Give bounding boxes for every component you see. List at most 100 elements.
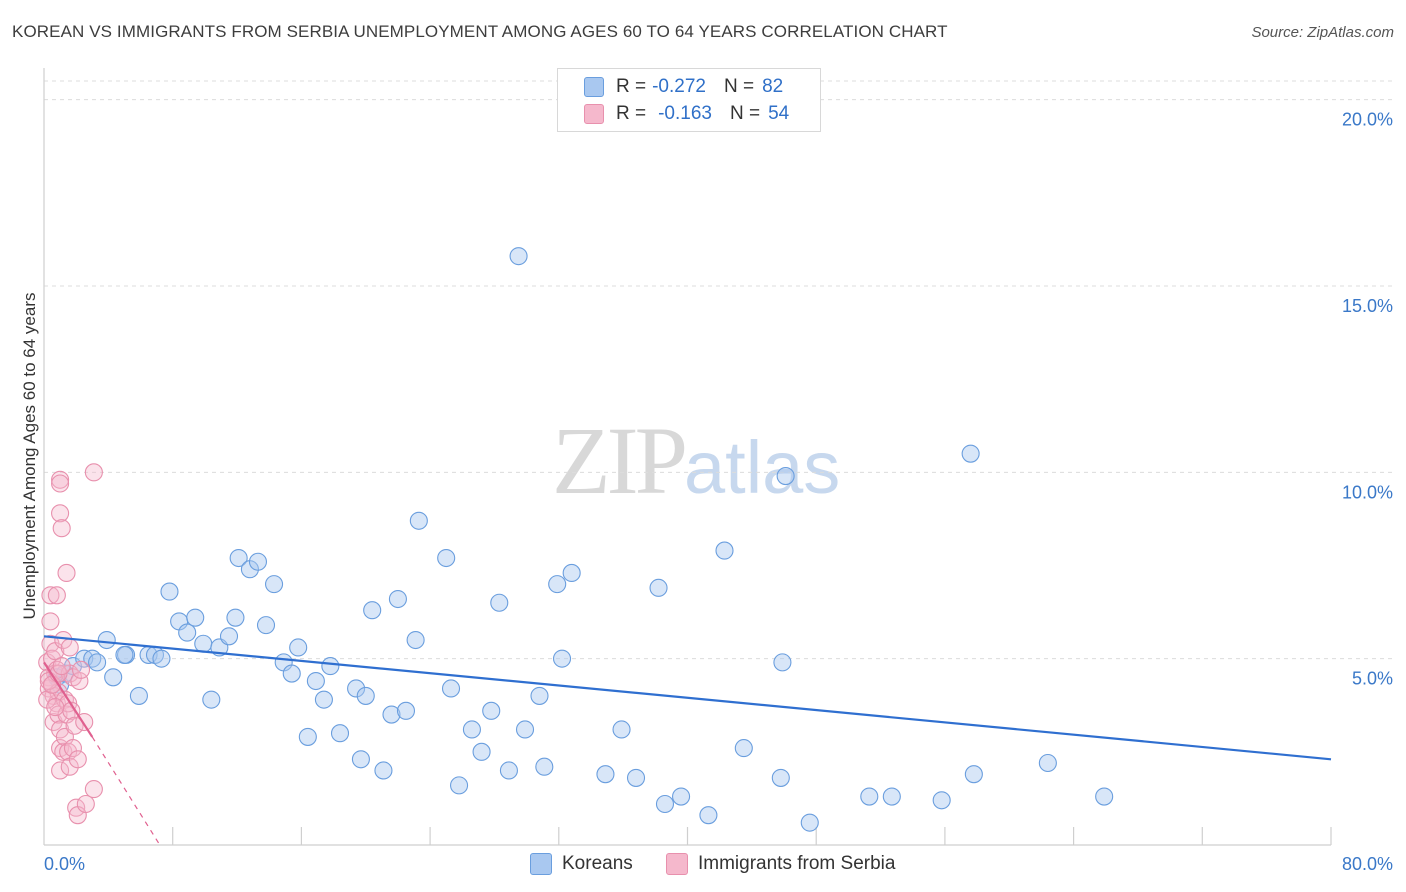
serbia-point: [70, 671, 89, 691]
y-tick-label: 20.0%: [1342, 110, 1393, 130]
koreans-point: [515, 720, 535, 739]
koreans-n-value: 82: [762, 76, 784, 97]
koreans-point: [499, 761, 518, 780]
koreans-point: [776, 466, 795, 486]
koreans-point: [298, 727, 317, 746]
serbia-legend-swatch: [666, 853, 688, 875]
koreans-point: [472, 742, 491, 761]
koreans-point: [363, 601, 382, 620]
koreans-point: [374, 761, 393, 780]
koreans-point: [964, 765, 983, 784]
serbia-r-value: -0.163: [658, 103, 712, 124]
serbia-points: [38, 463, 103, 825]
y-tick-label: 10.0%: [1342, 482, 1393, 502]
r-label: R =: [616, 76, 647, 97]
r-label: R =: [616, 103, 647, 124]
koreans-point: [351, 750, 370, 769]
koreans-point: [450, 776, 469, 795]
n-label: N =: [723, 76, 755, 97]
koreans-point: [437, 548, 456, 568]
koreans-point: [699, 806, 718, 825]
koreans-point: [194, 634, 213, 653]
koreans-point: [535, 757, 554, 776]
koreans-point: [932, 791, 951, 810]
serbia-point: [46, 698, 65, 717]
koreans-point: [104, 668, 123, 687]
koreans-swatch: [584, 77, 604, 97]
koreans-point: [202, 690, 221, 709]
koreans-point: [462, 720, 481, 739]
y-axis-label: Unemployment Among Ages 60 to 64 years: [20, 292, 39, 620]
koreans-point: [490, 593, 509, 612]
koreans-point: [771, 768, 790, 787]
correlation-legend: R = -0.272 N = 82 R = -0.163 N = 54: [557, 68, 821, 132]
koreans-point: [388, 589, 407, 609]
koreans-point: [552, 649, 572, 668]
serbia-point: [65, 716, 84, 735]
chart-title: KOREAN VS IMMIGRANTS FROM SERBIA UNEMPLO…: [12, 22, 948, 41]
koreans-point: [160, 582, 179, 601]
koreans-point: [265, 575, 284, 594]
koreans-point: [330, 724, 350, 743]
koreans-point: [612, 720, 631, 739]
koreans-point: [129, 686, 148, 705]
watermark-atlas: atlas: [684, 426, 841, 509]
y-tick-label: 5.0%: [1352, 669, 1393, 689]
koreans-point: [219, 627, 239, 646]
y-tick-labels: 5.0% 10.0% 15.0% 20.0%: [1342, 110, 1393, 689]
koreans-point: [441, 679, 461, 698]
koreans-point: [229, 548, 248, 568]
serbia-n-value: 54: [768, 103, 790, 124]
serbia-point: [84, 463, 103, 482]
koreans-point: [882, 787, 901, 806]
serbia-point: [47, 586, 66, 605]
koreans-point: [961, 444, 980, 463]
koreans-legend-swatch: [530, 853, 552, 875]
koreans-trend-line: [43, 635, 1332, 761]
koreans-point: [860, 787, 879, 806]
koreans-point: [734, 739, 753, 758]
x-tick-label-min: 0.0%: [44, 854, 85, 874]
trend-lines: [43, 635, 1332, 846]
serbia-point: [76, 794, 95, 814]
serbia-point: [67, 798, 86, 817]
serbia-point: [41, 586, 60, 605]
y-tick-label: 15.0%: [1342, 296, 1393, 316]
koreans-point: [649, 578, 668, 597]
koreans-point: [256, 616, 276, 635]
koreans-points: [47, 247, 1114, 832]
serbia-point: [71, 660, 91, 679]
koreans-point: [382, 705, 401, 724]
koreans-point: [1038, 753, 1057, 773]
koreans-point: [1095, 787, 1114, 806]
x-ticks: [172, 827, 1332, 845]
koreans-point: [655, 794, 675, 814]
serbia-point: [63, 739, 83, 758]
legend-row-serbia: R = -0.163 N = 54: [584, 102, 789, 126]
serbia-point: [68, 750, 87, 769]
x-tick-label-max: 80.0%: [1342, 854, 1393, 874]
koreans-point: [800, 813, 819, 832]
serbia-point: [84, 780, 103, 799]
koreans-point: [152, 649, 171, 668]
koreans-point: [282, 664, 301, 683]
serbia-point: [60, 638, 79, 657]
koreans-point: [321, 657, 340, 676]
serbia-trend-extension: [91, 736, 161, 846]
koreans-point: [186, 608, 205, 627]
koreans-point: [314, 690, 333, 709]
serbia-trend-line: [43, 661, 94, 738]
koreans-point: [115, 645, 134, 664]
koreans-r-value: -0.272: [652, 76, 706, 97]
koreans-point: [306, 671, 325, 691]
koreans-point: [347, 679, 366, 698]
koreans-point: [548, 575, 567, 594]
koreans-point: [509, 247, 528, 266]
koreans-legend-label: Koreans: [562, 853, 633, 874]
koreans-point: [482, 701, 501, 720]
koreans-point: [530, 686, 549, 705]
serbia-legend-label: Immigrants from Serbia: [698, 853, 896, 874]
koreans-point: [289, 638, 308, 657]
n-label: N =: [729, 103, 761, 124]
legend-row-koreans: R = -0.272 N = 82: [584, 75, 783, 99]
